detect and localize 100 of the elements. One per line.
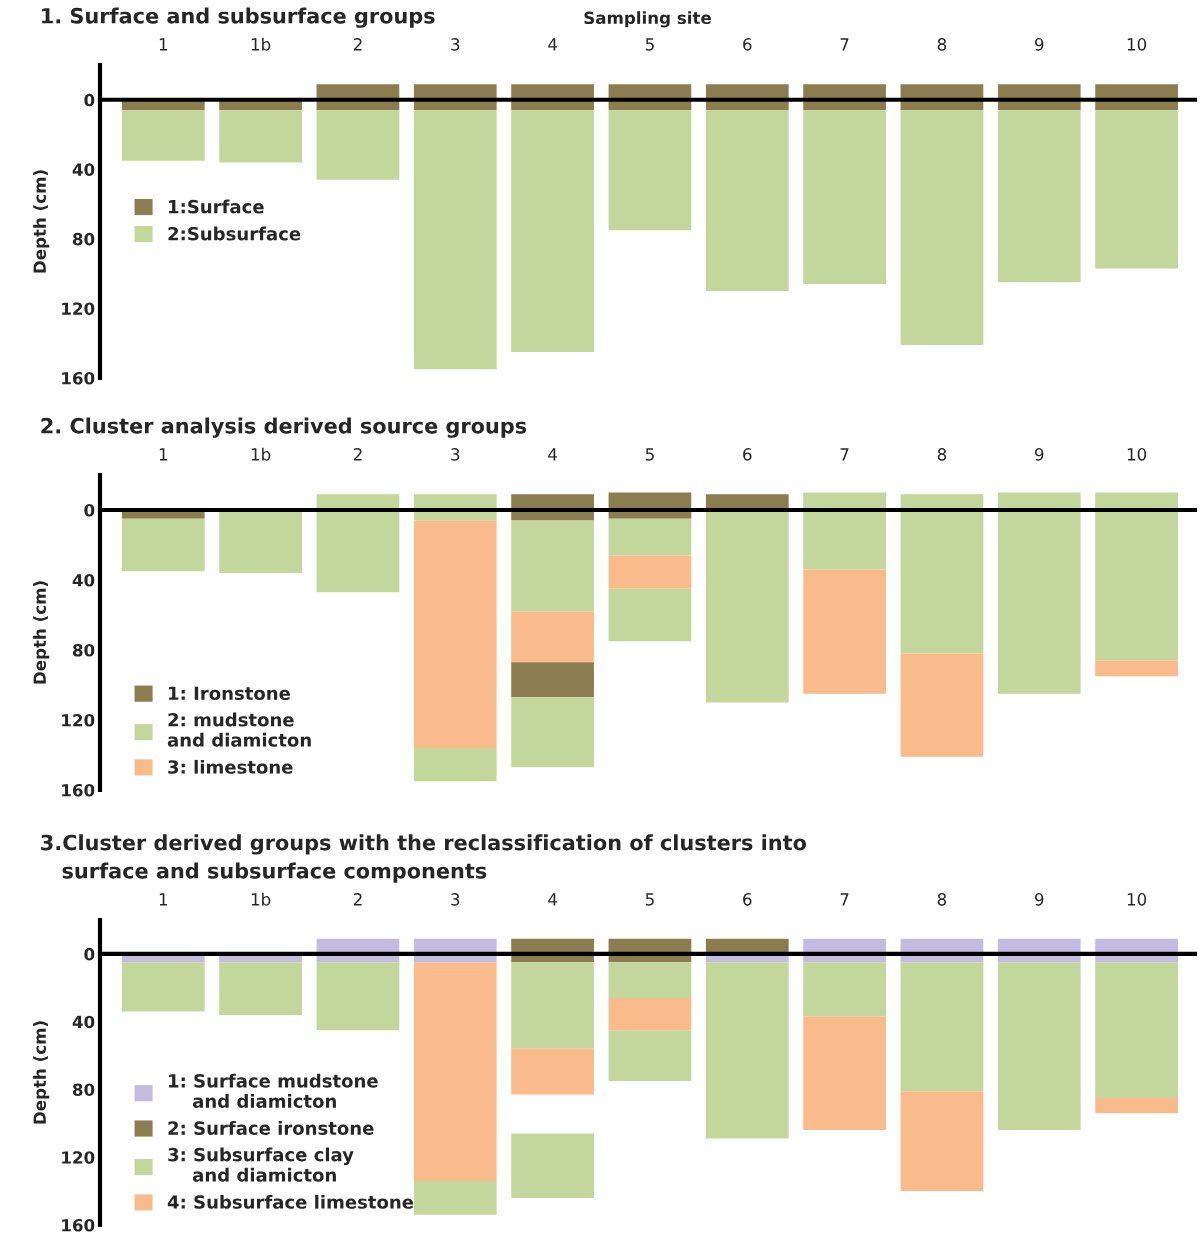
x-tick-label: 1b: [251, 892, 271, 906]
x-tick-label: 2: [353, 893, 362, 906]
x-tick-label: 2: [353, 448, 362, 461]
x-tick-label: 10: [1127, 893, 1147, 906]
bar: [803, 492, 886, 570]
x-tick-label: 4: [548, 448, 557, 461]
x-tick-label: 1: [159, 38, 168, 51]
x-tick-label: 10: [1127, 38, 1147, 51]
y-tick-label: 40: [72, 163, 95, 176]
y-tick-label: 0: [84, 947, 95, 961]
bar: [511, 1133, 594, 1198]
y-tick-label: 120: [62, 1151, 95, 1164]
bar: [900, 962, 984, 1092]
bar: [608, 962, 692, 998]
x-tick-label: 6: [743, 448, 752, 461]
bar: [608, 588, 692, 642]
bar: [608, 997, 692, 1031]
bar: [121, 962, 205, 1012]
x-tick-label: 2: [353, 38, 362, 51]
x-tick-label: 3: [451, 38, 460, 51]
bar: [121, 110, 205, 161]
y-tick-label: 160: [62, 1218, 95, 1232]
legend-label: 1:Surface: [169, 199, 264, 214]
bar: [413, 110, 497, 370]
y-tick-label: 120: [62, 713, 95, 727]
bar: [900, 494, 984, 654]
bar: [803, 962, 886, 1017]
bar: [900, 653, 984, 757]
bar: [316, 962, 400, 1031]
x-tick-label: 3: [451, 448, 460, 461]
bar: [900, 110, 984, 345]
bar: [803, 110, 886, 285]
bar: [705, 110, 789, 292]
y-tick-label: 0: [84, 503, 95, 517]
x-tick-label: 1: [159, 893, 168, 906]
x-tick-label: 9: [1035, 893, 1044, 906]
x-tick-label: 7: [840, 448, 849, 461]
y-tick-label: 80: [72, 643, 95, 657]
chart-title: 2. Cluster analysis derived source groups: [41, 417, 527, 438]
x-tick-label: 7: [840, 893, 849, 906]
x-tick-label: 4: [548, 893, 557, 906]
bar: [1095, 492, 1178, 661]
bar: [511, 697, 594, 768]
y-axis-title: Depth (cm): [33, 170, 50, 273]
legend-label: 3: Subsurface clay and diamicton: [168, 1147, 354, 1182]
bar: [413, 520, 497, 748]
legend-label: 2: Surface ironstone: [168, 1120, 374, 1135]
legend-label: 3: limestone: [168, 759, 293, 774]
x-tick-label: 7: [840, 38, 849, 51]
bar: [511, 110, 594, 352]
x-tick-label: 4: [548, 38, 557, 51]
x-tick-label: 5: [645, 448, 654, 461]
legend-label: 4: Subsurface limestone: [167, 1194, 414, 1209]
x-tick-label: 6: [743, 893, 752, 906]
bar: [1095, 110, 1178, 269]
y-tick-label: 120: [62, 302, 95, 316]
bar: [413, 748, 497, 782]
bar: [413, 1180, 497, 1215]
bar: [219, 510, 302, 573]
bar: [1095, 962, 1178, 1098]
x-tick-label: 8: [937, 893, 947, 906]
x-tick-label: 9: [1035, 448, 1044, 461]
bar: [219, 962, 302, 1015]
legend-label: 1: Surface mudstone and diamicton: [169, 1073, 378, 1108]
bar: [413, 962, 497, 1181]
y-tick-label: 0: [84, 93, 95, 107]
bar: [608, 110, 692, 231]
x-tick-label: 6: [743, 38, 752, 51]
bar: [511, 962, 594, 1049]
bar: [803, 569, 886, 694]
bar: [121, 518, 205, 572]
bar: [316, 494, 400, 593]
x-tick-label: 1b: [251, 37, 271, 51]
bar: [316, 110, 400, 180]
x-tick-label: 9: [1035, 38, 1044, 51]
x-tick-label: 8: [937, 38, 947, 51]
bar: [511, 662, 594, 698]
bar: [997, 110, 1081, 283]
legend-label: 2: mudstone and diamicton: [167, 712, 311, 747]
bar: [997, 492, 1081, 694]
chart-title: 3.Cluster derived groups with the reclassification of clusters into surface and subsurface components: [41, 834, 807, 883]
bar: [511, 520, 594, 612]
bar: [608, 1030, 692, 1081]
bar: [705, 510, 789, 703]
x-tick-label: 5: [645, 38, 654, 51]
y-tick-label: 80: [72, 232, 95, 246]
y-tick-label: 160: [62, 371, 95, 385]
bar: [608, 555, 692, 589]
bar: [997, 962, 1081, 1131]
y-tick-label: 160: [62, 783, 95, 797]
chart-title: 1. Surface and subsurface groups: [42, 7, 435, 28]
bar: [1095, 660, 1178, 677]
bar: [608, 518, 692, 556]
bar: [803, 1016, 886, 1131]
y-axis-title: Depth (cm): [33, 1021, 50, 1124]
bar: [900, 1091, 984, 1192]
x-tick-label: 10: [1127, 448, 1147, 461]
y-tick-label: 40: [72, 573, 95, 587]
x-tick-label: 3: [451, 893, 460, 906]
x-tick-label: 1b: [251, 447, 271, 461]
